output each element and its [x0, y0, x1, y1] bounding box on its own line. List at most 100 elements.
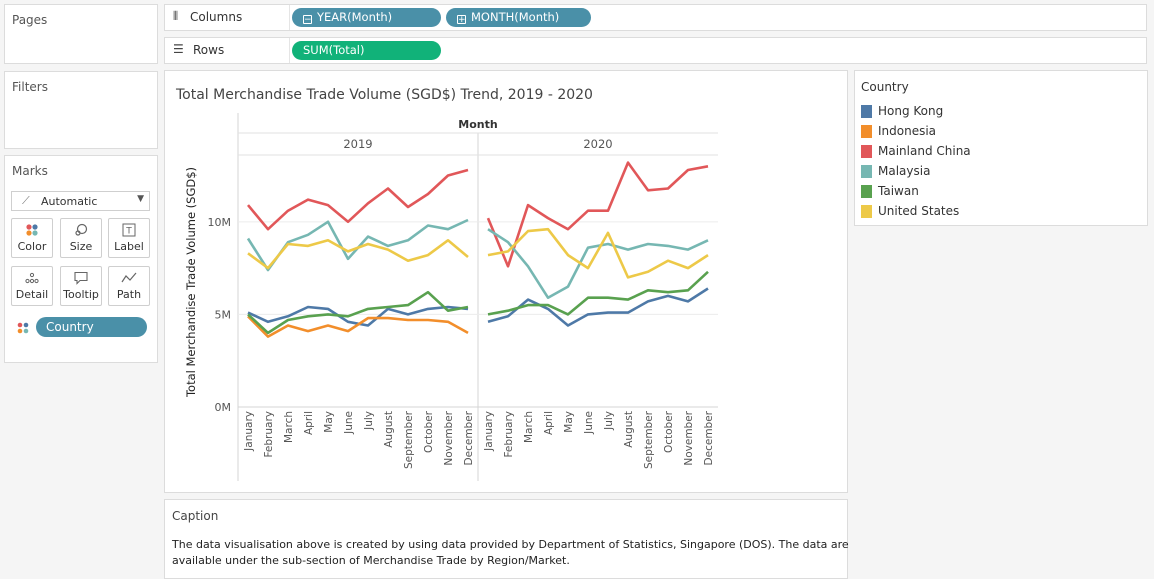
- mark-type-value: Automatic: [41, 195, 98, 208]
- country-marks-pill[interactable]: Country: [14, 317, 148, 337]
- series-line-mainland-china[interactable]: [246, 168, 469, 231]
- columns-label: Columns: [190, 10, 243, 24]
- path-button[interactable]: Path: [108, 266, 150, 306]
- detail-icon: [12, 271, 52, 287]
- chart-panel: Total Merchandise Trade Volume (SGD$) Tr…: [164, 70, 848, 493]
- x-tick-label: November: [443, 410, 455, 465]
- chart-title: Total Merchandise Trade Volume (SGD$) Tr…: [175, 87, 593, 103]
- x-tick-label: October: [663, 410, 675, 453]
- country-pill-label: Country: [46, 320, 94, 334]
- x-tick-label: September: [403, 410, 415, 469]
- rows-label: Rows: [193, 43, 225, 57]
- x-tick-label: October: [423, 410, 435, 453]
- path-icon: [109, 271, 149, 287]
- label-label: Label: [114, 240, 144, 253]
- x-tick-label: April: [303, 411, 315, 435]
- series-line-hong-kong[interactable]: [487, 287, 709, 327]
- legend-label: Malaysia: [878, 164, 931, 178]
- collapse-icon[interactable]: −: [303, 15, 312, 25]
- expand-icon[interactable]: +: [457, 15, 466, 25]
- month-month-pill-label: MONTH(Month): [471, 10, 560, 24]
- x-tick-label: August: [383, 411, 395, 448]
- y-tick-label: 10M: [208, 216, 232, 229]
- caption-panel: Caption The data visualisation above is …: [164, 499, 849, 579]
- detail-label: Detail: [15, 288, 49, 301]
- x-tick-label: May: [563, 411, 575, 433]
- series-line-malaysia[interactable]: [246, 218, 469, 272]
- legend-swatch: [861, 105, 872, 118]
- x-tick-label: November: [683, 410, 695, 465]
- mark-type-dropdown[interactable]: ⟋ Automatic ▼: [11, 191, 150, 211]
- pages-panel: Pages: [4, 4, 158, 64]
- rows-icon: ☰: [173, 42, 184, 56]
- series-line-united-states[interactable]: [487, 227, 709, 279]
- sum-total-pill-label: SUM(Total): [303, 43, 365, 57]
- tooltip-icon: [61, 271, 101, 287]
- rows-shelf[interactable]: ☰ Rows SUM(Total): [164, 37, 1147, 64]
- path-label: Path: [116, 288, 142, 301]
- caption-line-2: available under the sub-section of Merch…: [172, 554, 570, 567]
- series-line-united-states[interactable]: [247, 239, 469, 270]
- legend-label: Indonesia: [878, 124, 937, 138]
- series-line-hong-kong[interactable]: [247, 305, 469, 327]
- x-tick-label: June: [343, 411, 355, 435]
- x-tick-label: March: [283, 411, 295, 443]
- month-month-pill[interactable]: + MONTH(Month): [446, 8, 591, 27]
- columns-shelf[interactable]: ⫴ Columns − YEAR(Month) + MONTH(Month): [164, 4, 1147, 31]
- legend-swatch: [861, 145, 872, 158]
- caption-line-1: The data visualisation above is created …: [172, 538, 849, 551]
- x-tick-label: May: [323, 411, 335, 433]
- x-tick-label: January: [483, 411, 495, 452]
- y-tick-label: 0M: [215, 401, 232, 414]
- sum-total-pill[interactable]: SUM(Total): [292, 41, 441, 60]
- panel-header-2019: 2019: [343, 137, 372, 151]
- x-tick-label: September: [643, 410, 655, 469]
- text-label-icon: T: [109, 223, 149, 239]
- x-tick-label: March: [523, 411, 535, 443]
- chevron-down-icon[interactable]: ▼: [137, 194, 144, 204]
- tooltip-label: Tooltip: [63, 288, 99, 301]
- columns-icon: ⫴: [173, 9, 179, 23]
- legend-label: United States: [878, 204, 960, 218]
- x-tick-label: June: [583, 411, 595, 435]
- line-mark-icon: ⟋: [22, 194, 30, 207]
- column-header-month: Month: [458, 118, 497, 131]
- size-label: Size: [69, 240, 93, 253]
- x-tick-label: April: [543, 411, 555, 435]
- color-label: Color: [17, 240, 47, 253]
- x-tick-label: July: [363, 411, 375, 431]
- filters-title: Filters: [12, 80, 48, 94]
- series-line-taiwan[interactable]: [247, 290, 469, 335]
- x-tick-label: July: [603, 411, 615, 431]
- x-tick-label: August: [623, 411, 635, 448]
- series-line-indonesia[interactable]: [247, 315, 469, 338]
- pages-title: Pages: [12, 13, 48, 27]
- series-line-malaysia[interactable]: [487, 228, 709, 299]
- caption-title: Caption: [172, 509, 219, 523]
- legend-label: Hong Kong: [878, 104, 944, 118]
- legend-swatch: [861, 125, 872, 138]
- x-tick-label: December: [703, 410, 715, 465]
- svg-text:T: T: [125, 227, 132, 237]
- legend-swatch: [861, 165, 872, 178]
- label-button[interactable]: T Label: [108, 218, 150, 258]
- country-pill[interactable]: Country: [36, 317, 147, 337]
- y-tick-label: 5M: [215, 308, 232, 321]
- color-button[interactable]: Color: [11, 218, 53, 258]
- x-tick-label: February: [503, 411, 515, 458]
- size-icon: [61, 223, 101, 239]
- legend-panel: Country Hong Kong Indonesia Mainland China…: [854, 70, 1148, 226]
- line-chart[interactable]: Total Merchandise Trade Volume (SGD$) Tr…: [165, 71, 847, 492]
- x-tick-label: February: [263, 411, 275, 458]
- legend-label: Mainland China: [878, 144, 971, 158]
- legend-title: Country: [861, 80, 909, 94]
- year-month-pill[interactable]: − YEAR(Month): [292, 8, 441, 27]
- series-line-taiwan[interactable]: [487, 270, 709, 316]
- detail-button[interactable]: Detail: [11, 266, 53, 306]
- size-button[interactable]: Size: [60, 218, 102, 258]
- filters-panel[interactable]: Filters: [4, 71, 158, 149]
- x-tick-label: January: [243, 411, 255, 452]
- shelf-divider: [289, 5, 290, 30]
- tooltip-button[interactable]: Tooltip: [60, 266, 102, 306]
- series-line-mainland-china[interactable]: [486, 161, 709, 268]
